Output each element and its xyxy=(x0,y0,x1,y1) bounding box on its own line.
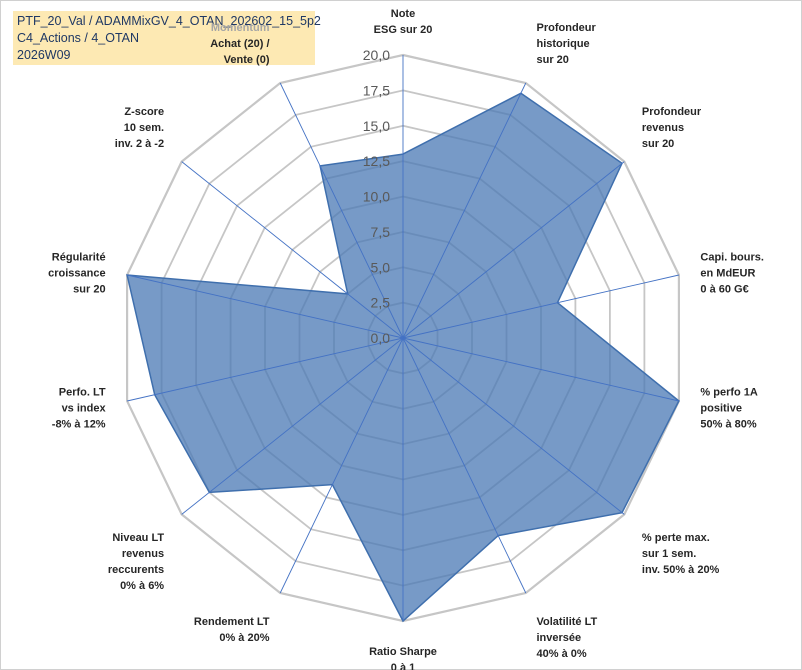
category-label-2: Profondeur revenus sur 20 xyxy=(642,106,702,150)
spoke-4 xyxy=(402,337,680,402)
category-label-3-line-1: en MdEUR xyxy=(700,268,755,280)
spoke-2 xyxy=(402,161,625,339)
category-label-13-line-1: Achat (20) / xyxy=(210,38,269,50)
tick-label-1: 2,5 xyxy=(371,295,391,311)
tick-label-3: 7,5 xyxy=(371,224,391,240)
category-label-0-line-1: ESG sur 20 xyxy=(374,24,433,36)
chart-title-line-3: 2026W09 xyxy=(17,48,71,62)
tick-label-8: 20,0 xyxy=(363,47,390,63)
category-label-13-line-0: Momentum xyxy=(211,22,270,34)
spoke-9 xyxy=(181,337,404,515)
category-label-6: Volatilité LT inversée 40% à 0% xyxy=(537,616,598,660)
category-label-8-line-1: 0% à 20% xyxy=(219,632,269,644)
category-label-0-line-0: Note xyxy=(391,8,415,20)
spoke-1 xyxy=(402,82,527,339)
category-label-8: Rendement LT 0% à 20% xyxy=(194,616,270,644)
tick-label-5: 12,5 xyxy=(363,153,390,169)
category-label-10: Perfo. LT vs index -8% à 12% xyxy=(52,386,107,430)
tick-label-6: 15,0 xyxy=(363,118,390,134)
category-label-4: % perfo 1A positive 50% à 80% xyxy=(700,386,758,430)
spoke-10 xyxy=(126,337,404,402)
category-label-9-line-2: reccurents xyxy=(108,564,164,576)
category-label-12-line-0: Z-score xyxy=(124,106,164,118)
category-label-3: Capi. bours. en MdEUR 0 à 60 G€ xyxy=(700,252,764,296)
category-label-4-line-1: positive xyxy=(700,402,742,414)
radar-spokes xyxy=(126,55,680,621)
spoke-8 xyxy=(279,337,404,594)
category-label-4-line-2: 50% à 80% xyxy=(700,418,756,430)
category-label-9: Niveau LT revenus reccurents 0% à 6% xyxy=(108,532,165,592)
category-label-3-line-0: Capi. bours. xyxy=(700,252,764,264)
tick-label-7: 17,5 xyxy=(363,82,390,98)
category-label-5-line-1: sur 1 sem. xyxy=(642,548,696,560)
chart-title-line-1: PTF_20_Val / ADAMMixGV_4_OTAN_202602_15_… xyxy=(17,14,321,28)
spoke-11 xyxy=(126,274,404,339)
category-label-13: Momentum Achat (20) / Vente (0) xyxy=(210,22,270,66)
spoke-12 xyxy=(181,161,404,339)
category-label-8-line-0: Rendement LT xyxy=(194,616,270,628)
category-label-2-line-2: sur 20 xyxy=(642,138,674,150)
category-label-1: Profondeur historique sur 20 xyxy=(537,22,597,66)
category-label-7: Ratio Sharpe 0 à 1 xyxy=(369,646,437,670)
category-label-6-line-2: 40% à 0% xyxy=(537,648,587,660)
category-label-5: % perte max. sur 1 sem. inv. 50% à 20% xyxy=(642,532,720,576)
category-label-11-line-0: Régularité xyxy=(52,252,106,264)
category-label-1-line-2: sur 20 xyxy=(537,54,569,66)
category-label-1-line-0: Profondeur xyxy=(537,22,597,34)
category-label-7-line-0: Ratio Sharpe xyxy=(369,646,437,658)
category-label-9-line-0: Niveau LT xyxy=(112,532,164,544)
spoke-13 xyxy=(279,82,404,339)
category-label-12-line-2: inv. 2 à -2 xyxy=(115,138,164,150)
category-label-11: Régularité croissance sur 20 xyxy=(48,252,105,296)
category-label-10-line-0: Perfo. LT xyxy=(59,386,106,398)
category-label-13-line-2: Vente (0) xyxy=(224,54,270,66)
category-label-2-line-1: revenus xyxy=(642,122,684,134)
category-label-12-line-1: 10 sem. xyxy=(124,122,164,134)
spoke-6 xyxy=(402,337,527,594)
category-label-6-line-1: inversée xyxy=(537,632,582,644)
category-label-3-line-2: 0 à 60 G€ xyxy=(700,284,748,296)
radar-category-labels: Note ESG sur 20 Profondeur historique sur 20… xyxy=(48,8,764,670)
chart-title-box: PTF_20_Val / ADAMMixGV_4_OTAN_202602_15_… xyxy=(13,11,321,65)
category-label-12: Z-score 10 sem. inv. 2 à -2 xyxy=(115,106,164,150)
category-label-6-line-0: Volatilité LT xyxy=(537,616,598,628)
radar-tick-labels: 0,0 2,5 5,0 7,5 10,0 12,5 15,0 17,5 20,0 xyxy=(363,47,390,346)
category-label-11-line-2: sur 20 xyxy=(73,284,105,296)
tick-label-0: 0,0 xyxy=(371,330,391,346)
category-label-10-line-2: -8% à 12% xyxy=(52,418,106,430)
category-label-0: Note ESG sur 20 xyxy=(374,8,433,36)
category-label-11-line-1: croissance xyxy=(48,268,105,280)
category-label-1-line-1: historique xyxy=(537,38,590,50)
category-label-9-line-3: 0% à 6% xyxy=(120,580,164,592)
category-label-5-line-0: % perte max. xyxy=(642,532,710,544)
category-label-5-line-2: inv. 50% à 20% xyxy=(642,564,720,576)
category-label-4-line-0: % perfo 1A xyxy=(700,386,758,398)
category-label-10-line-1: vs index xyxy=(62,402,107,414)
category-label-2-line-0: Profondeur xyxy=(642,106,702,118)
spoke-3 xyxy=(402,274,680,339)
tick-label-2: 5,0 xyxy=(371,259,391,275)
spoke-5 xyxy=(402,337,625,515)
category-label-7-line-1: 0 à 1 xyxy=(391,662,415,670)
chart-title-line-2: C4_Actions / 4_OTAN xyxy=(17,31,140,45)
tick-label-4: 10,0 xyxy=(363,189,390,205)
category-label-9-line-1: revenus xyxy=(122,548,164,560)
